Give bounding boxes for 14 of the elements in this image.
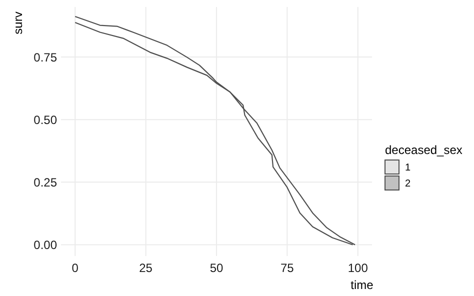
y-tick-label: 0.00 [34, 238, 58, 252]
x-tick-label: 50 [210, 261, 224, 275]
legend-label: 1 [405, 162, 411, 174]
x-tick-label: 0 [72, 261, 79, 275]
y-tick-label: 0.25 [34, 175, 58, 190]
y-tick-label: 0.75 [34, 50, 58, 64]
x-axis-title: time [350, 278, 374, 292]
y-axis-title: surv [11, 12, 25, 34]
legend-label: 2 [405, 178, 411, 190]
x-tick-label: 25 [139, 261, 153, 275]
x-tick-label: 75 [280, 261, 294, 275]
legend-title: deceased_sex [385, 143, 462, 157]
x-tick-label: 100 [348, 261, 368, 275]
y-tick-label: 0.50 [34, 112, 58, 127]
